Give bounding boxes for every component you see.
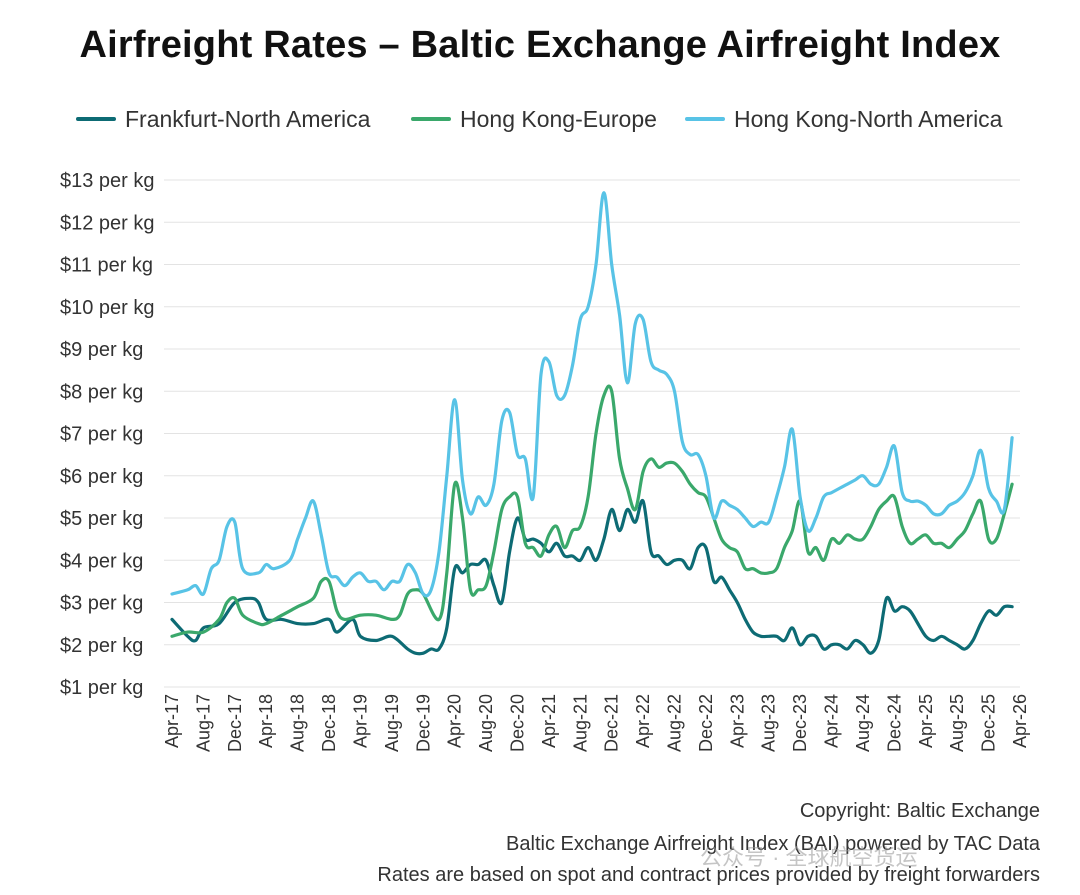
x-tick-label: Dec-19 [413, 694, 433, 752]
legend-frankfurt-north-america-label: Frankfurt-North America [125, 106, 371, 132]
x-tick-label: Apr-26 [1010, 694, 1030, 748]
y-tick-label: $13 per kg [60, 170, 155, 192]
x-tick-label: Apr-22 [633, 694, 653, 748]
x-tick-label: Dec-21 [602, 694, 622, 752]
copyright-note: Copyright: Baltic Exchange [799, 800, 1040, 822]
x-tick-label: Dec-20 [507, 694, 527, 752]
legend-hong-kong-north-america-label: Hong Kong-North America [734, 106, 1003, 132]
y-tick-label: $10 per kg [60, 297, 155, 319]
legend: Frankfurt-North America Hong Kong-Europe H… [76, 106, 1003, 132]
source-note: Baltic Exchange Airfreight Index (BAI) p… [506, 833, 1040, 855]
x-tick-label: Apr-21 [539, 694, 559, 748]
y-tick-label: $3 per kg [60, 593, 143, 615]
rates-note: Rates are based on spot and contract pri… [377, 864, 1040, 886]
x-tick-label: Aug-17 [193, 694, 213, 752]
legend-hong-kong-europe-label: Hong Kong-Europe [460, 106, 657, 132]
y-tick-label: $12 per kg [60, 212, 155, 234]
y-tick-label: $4 per kg [60, 550, 143, 572]
y-tick-label: $2 per kg [60, 635, 143, 657]
y-tick-label: $5 per kg [60, 508, 143, 530]
x-tick-label: Aug-21 [570, 694, 590, 752]
x-tick-label: Aug-20 [476, 694, 496, 752]
x-tick-label: Apr-17 [162, 694, 182, 748]
x-tick-label: Aug-22 [665, 694, 685, 752]
x-tick-label: Apr-18 [256, 694, 276, 748]
x-tick-label: Dec-24 [884, 694, 904, 752]
y-tick-label: $11 per kg [60, 255, 153, 277]
y-tick-label: $6 per kg [60, 466, 143, 488]
y-tick-label: $1 per kg [60, 677, 143, 699]
y-axis: $13 per kg $12 per kg $11 per kg $10 per kg… [60, 170, 155, 699]
y-tick-label: $7 per kg [60, 424, 143, 446]
x-tick-label: Apr-25 [916, 694, 936, 748]
x-tick-label: Aug-18 [288, 694, 308, 752]
x-tick-label: Apr-24 [822, 694, 842, 748]
frankfurt-north-america-line [170, 498, 1014, 656]
x-axis: Apr-17 Aug-17 Dec-17 Apr-18 Aug-18 Dec-18 Apr-… [162, 694, 1030, 752]
hong-kong-europe-line [170, 384, 1014, 638]
chart-title: Airfreight Rates – Baltic Exchange Airfr… [79, 24, 1001, 66]
x-tick-label: Aug-24 [853, 694, 873, 752]
hong-kong-north-america-line [170, 191, 1014, 598]
x-tick-label: Aug-23 [759, 694, 779, 752]
x-tick-label: Dec-25 [979, 694, 999, 752]
watermark-text: 公众号 · 全球航空货运 [700, 845, 918, 870]
x-tick-label: Dec-22 [696, 694, 716, 752]
x-tick-label: Dec-23 [790, 694, 810, 752]
x-tick-label: Dec-18 [319, 694, 339, 752]
x-tick-label: Apr-23 [727, 694, 747, 748]
x-tick-label: Apr-19 [350, 694, 370, 748]
y-tick-label: $8 per kg [60, 381, 143, 403]
x-tick-label: Dec-17 [225, 694, 245, 752]
y-tick-label: $9 per kg [60, 339, 143, 361]
x-tick-label: Aug-25 [947, 694, 967, 752]
x-tick-label: Apr-20 [445, 694, 465, 748]
series-lines [170, 191, 1014, 656]
x-tick-label: Aug-19 [382, 694, 402, 752]
